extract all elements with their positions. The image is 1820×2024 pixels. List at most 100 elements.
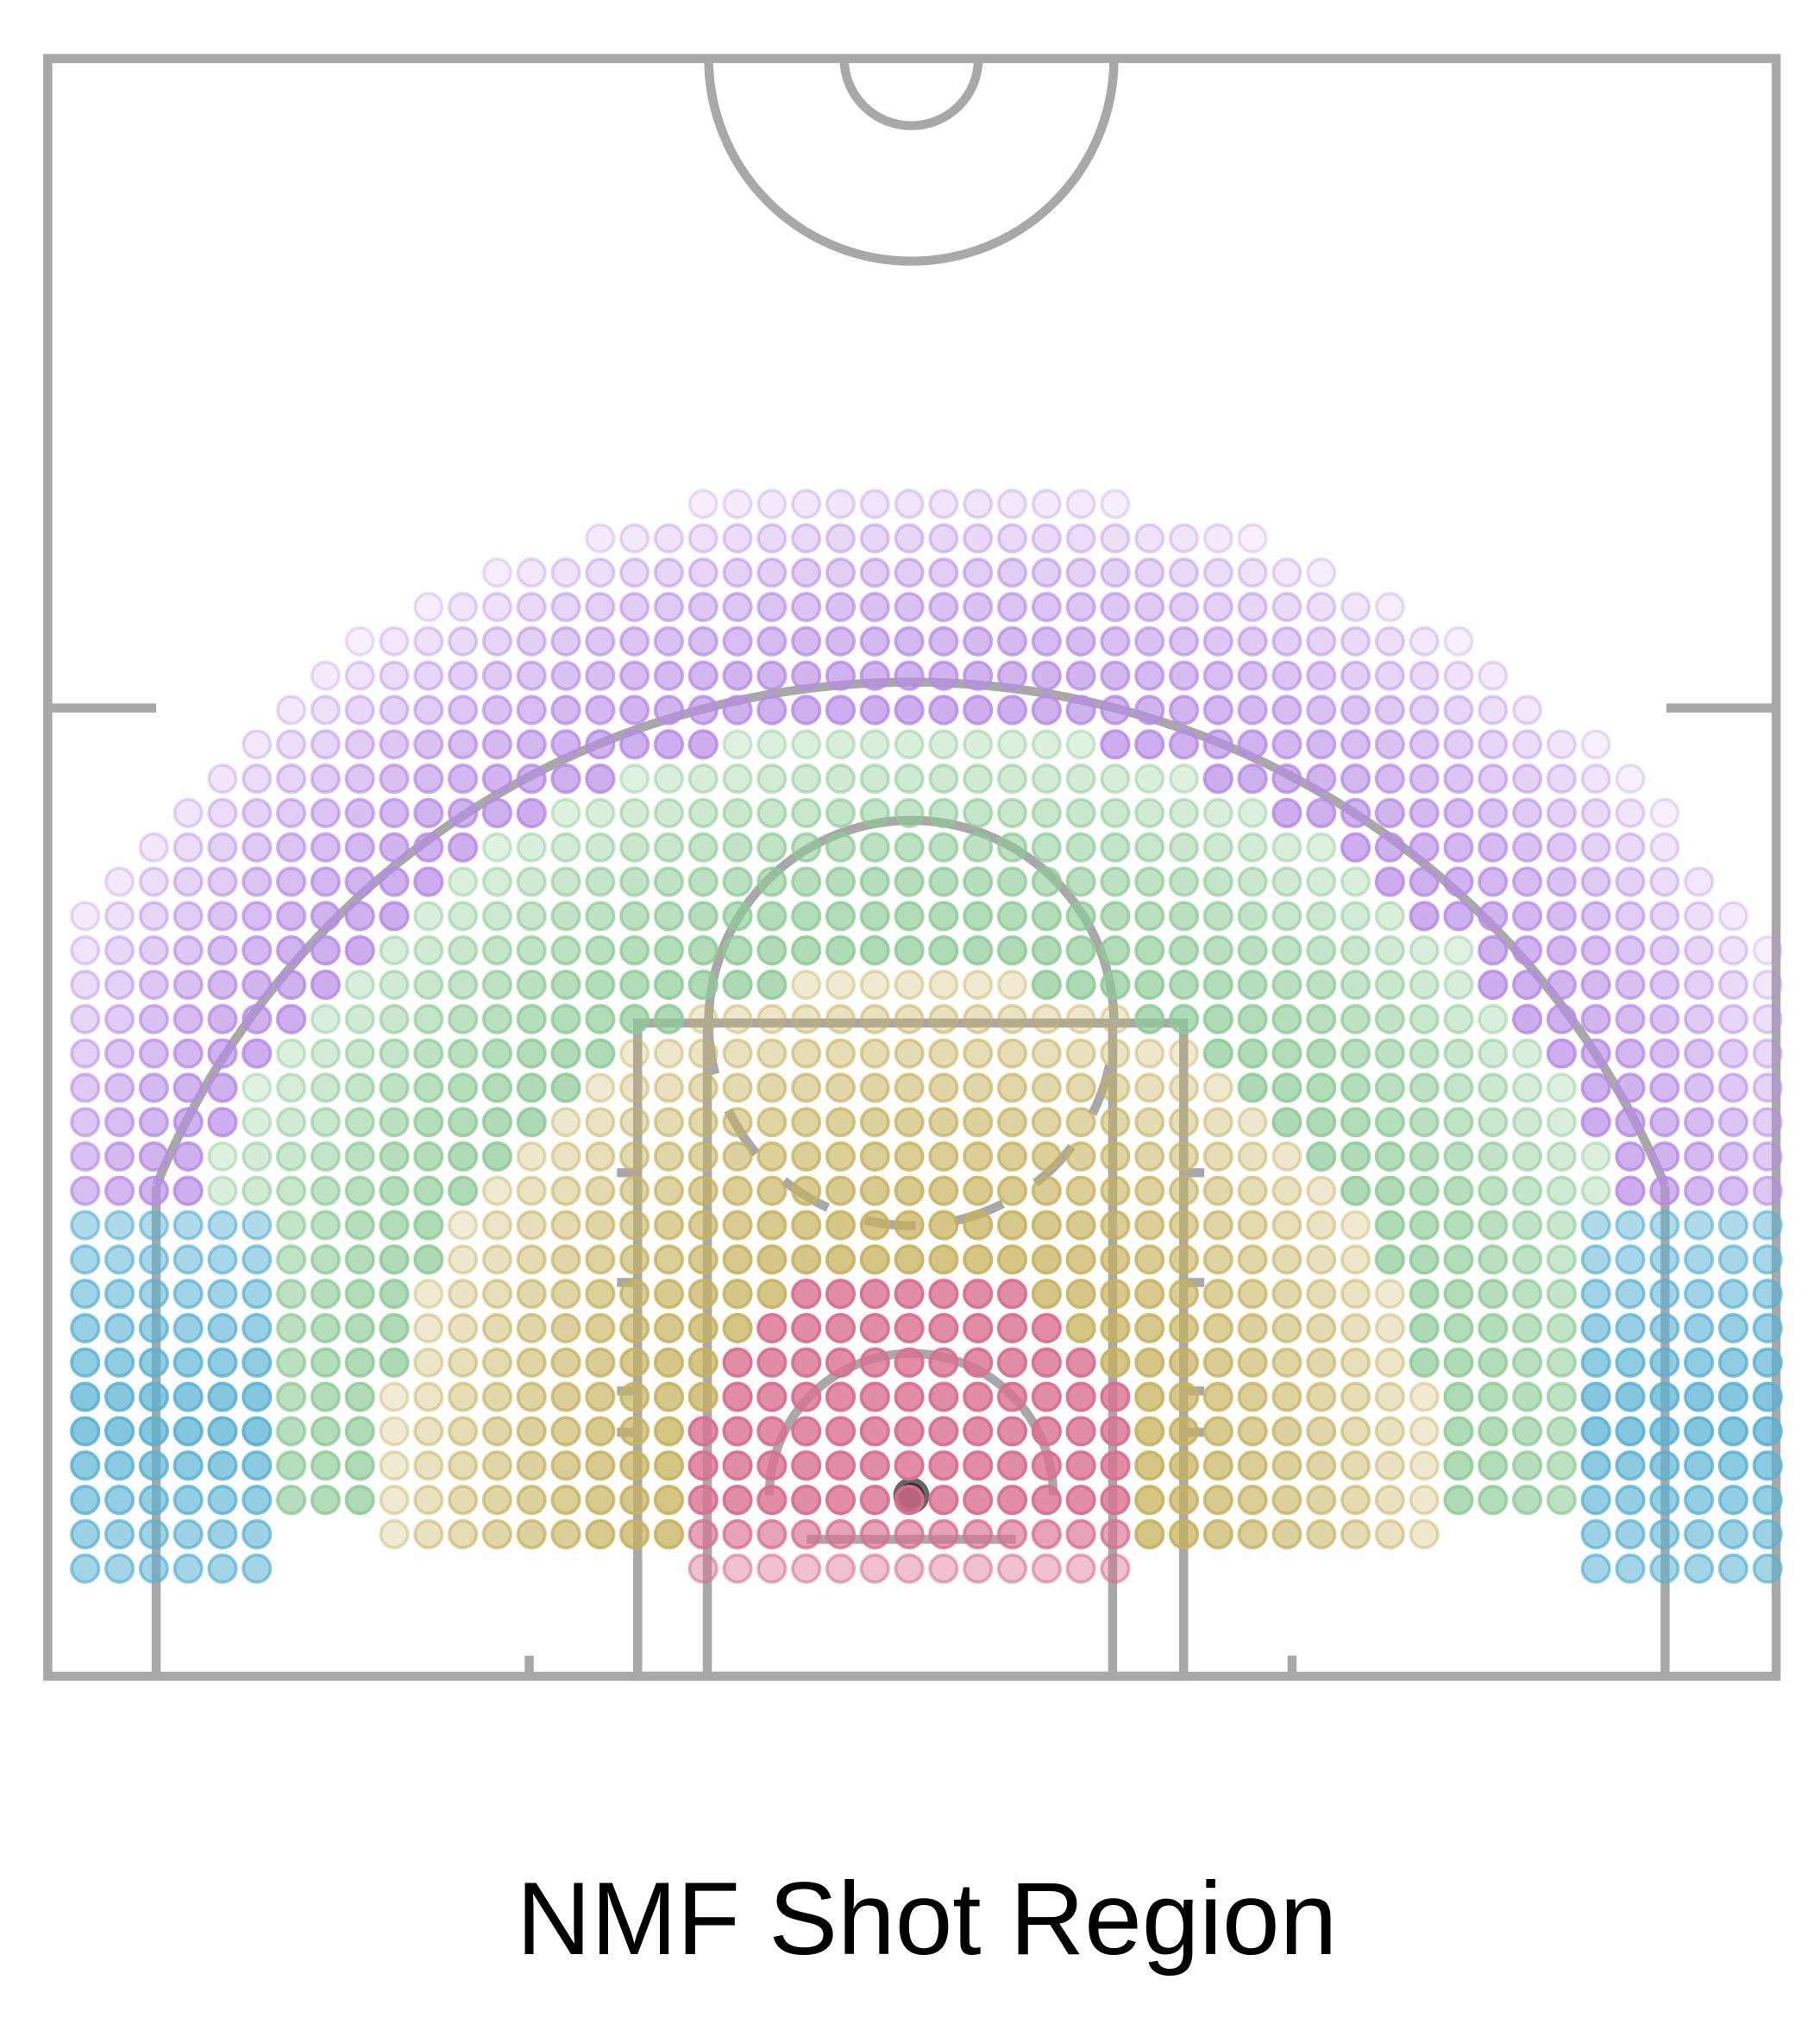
shot-dot — [1306, 1038, 1337, 1069]
shot-dot — [1374, 1484, 1405, 1516]
shot-dots — [70, 488, 1783, 1584]
shot-dot — [1717, 1210, 1749, 1241]
shot-dot — [310, 1279, 341, 1310]
shot-dot — [894, 1416, 925, 1447]
shot-dot — [70, 1347, 101, 1378]
shot-dot — [928, 969, 959, 1001]
shot-dot — [448, 591, 479, 623]
shot-dot — [1271, 1416, 1302, 1447]
shot-dot — [722, 797, 753, 828]
shot-dot — [1615, 832, 1646, 863]
shot-dot — [1717, 935, 1749, 966]
shot-dot — [928, 1244, 959, 1275]
shot-dot — [963, 866, 994, 897]
shot-dot — [1409, 1312, 1440, 1344]
shot-dot — [1752, 969, 1783, 1001]
shot-dot — [1168, 969, 1200, 1001]
shot-dot — [1168, 591, 1200, 623]
shot-dot — [1684, 1312, 1715, 1344]
shot-dot — [722, 1141, 753, 1172]
shot-dot — [138, 866, 169, 897]
shot-dot — [1271, 1244, 1302, 1275]
shot-dot — [516, 729, 547, 760]
shot-dot — [1580, 1484, 1611, 1516]
shot-dot — [1478, 1312, 1509, 1344]
shot-dot — [619, 1141, 650, 1172]
shot-dot — [344, 695, 375, 726]
shot-dot — [791, 1038, 822, 1069]
shot-dot — [310, 1107, 341, 1138]
shot-dot — [276, 764, 307, 795]
shot-dot — [1340, 1279, 1371, 1310]
shot-dot — [242, 1175, 273, 1206]
shot-dot — [207, 1484, 238, 1516]
shot-dot — [1271, 797, 1302, 828]
shot-dot — [1512, 1416, 1543, 1447]
shot-dot — [722, 1484, 753, 1516]
shot-dot — [70, 1416, 101, 1447]
shot-dot — [1615, 1347, 1646, 1378]
shot-dot — [1031, 866, 1062, 897]
shot-dot — [379, 1175, 410, 1206]
shot-dot — [619, 1107, 650, 1138]
shot-dot — [1340, 797, 1371, 828]
chart-title: NMF Shot Region — [517, 1862, 1337, 1977]
shot-dot — [1478, 729, 1509, 760]
shot-dot — [791, 764, 822, 795]
shot-dot — [1065, 660, 1096, 691]
shot-dot — [825, 1312, 857, 1344]
shot-dot — [928, 1107, 959, 1138]
shot-dot — [653, 1003, 685, 1034]
shot-dot — [1100, 591, 1131, 623]
shot-dot — [1374, 625, 1405, 657]
shot-dot — [379, 901, 410, 932]
shot-dot — [1134, 1175, 1165, 1206]
shot-dot — [516, 832, 547, 863]
shot-dot — [894, 1381, 925, 1412]
shot-dot — [1615, 1210, 1646, 1241]
shot-dot — [1409, 797, 1440, 828]
shot-dot — [619, 1416, 650, 1447]
shot-dot — [1306, 866, 1337, 897]
shot-dot — [619, 1072, 650, 1103]
shot-dot — [138, 1107, 169, 1138]
shot-dot — [1340, 695, 1371, 726]
shot-dot — [756, 901, 788, 932]
shot-dot — [1202, 1518, 1233, 1549]
shot-dot — [1478, 901, 1509, 932]
shot-dot — [996, 625, 1028, 657]
shot-dot — [1065, 695, 1096, 726]
shot-dot — [687, 797, 719, 828]
shot-dot — [413, 969, 444, 1001]
shot-dot — [963, 1553, 994, 1584]
shot-dot — [1580, 1003, 1611, 1034]
shot-dot — [756, 1416, 788, 1447]
shot-dot — [653, 523, 685, 554]
shot-dot — [825, 1210, 857, 1241]
shot-dot — [653, 1312, 685, 1344]
shot-dot — [653, 729, 685, 760]
shot-dot — [619, 729, 650, 760]
shot-dot — [1374, 901, 1405, 932]
shot-dot — [173, 1141, 204, 1172]
shot-dot — [379, 1279, 410, 1310]
shot-dot — [1100, 935, 1131, 966]
shot-dot — [1100, 695, 1131, 726]
shot-dot — [928, 901, 959, 932]
shot-dot — [138, 1038, 169, 1069]
shot-dot — [1031, 625, 1062, 657]
shot-dot — [756, 557, 788, 588]
shot-dot — [1031, 969, 1062, 1001]
shot-dot — [310, 1003, 341, 1034]
shot-dot — [413, 1347, 444, 1378]
shot-dot — [859, 660, 890, 691]
shot-dot — [585, 1279, 616, 1310]
shot-dot — [894, 1107, 925, 1138]
shot-dot — [481, 625, 513, 657]
shot-dot — [963, 969, 994, 1001]
shot-dot — [70, 1244, 101, 1275]
shot-dot — [173, 1450, 204, 1481]
shot-dot — [516, 1279, 547, 1310]
shot-dot — [1031, 557, 1062, 588]
shot-dot — [756, 1312, 788, 1344]
